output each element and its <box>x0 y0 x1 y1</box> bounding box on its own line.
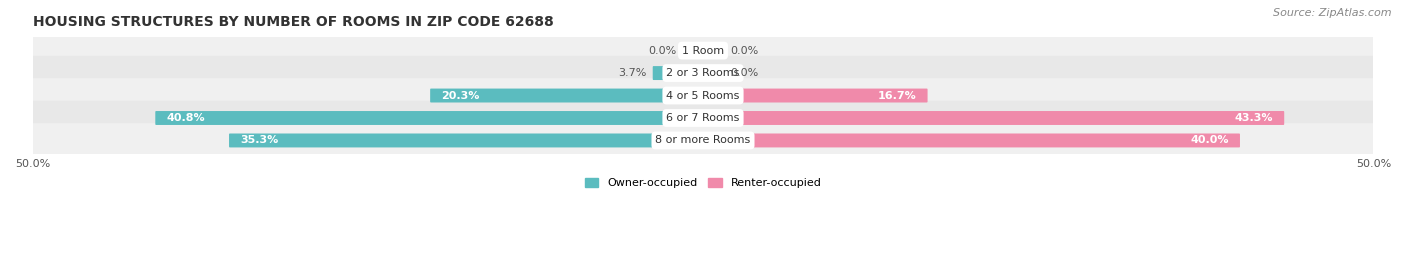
Text: 0.0%: 0.0% <box>730 68 758 78</box>
FancyBboxPatch shape <box>28 123 1378 158</box>
Text: 8 or more Rooms: 8 or more Rooms <box>655 136 751 146</box>
Text: 40.8%: 40.8% <box>167 113 205 123</box>
FancyBboxPatch shape <box>703 44 724 58</box>
Text: 35.3%: 35.3% <box>240 136 278 146</box>
FancyBboxPatch shape <box>652 66 703 80</box>
Text: 3.7%: 3.7% <box>619 68 647 78</box>
Text: 6 or 7 Rooms: 6 or 7 Rooms <box>666 113 740 123</box>
FancyBboxPatch shape <box>703 133 1240 147</box>
Text: 40.0%: 40.0% <box>1189 136 1229 146</box>
Text: 0.0%: 0.0% <box>730 45 758 56</box>
FancyBboxPatch shape <box>430 89 703 102</box>
FancyBboxPatch shape <box>155 111 703 125</box>
FancyBboxPatch shape <box>703 66 724 80</box>
FancyBboxPatch shape <box>28 33 1378 68</box>
Text: 2 or 3 Rooms: 2 or 3 Rooms <box>666 68 740 78</box>
Text: 0.0%: 0.0% <box>648 45 676 56</box>
FancyBboxPatch shape <box>229 133 703 147</box>
Text: 20.3%: 20.3% <box>441 91 479 101</box>
Legend: Owner-occupied, Renter-occupied: Owner-occupied, Renter-occupied <box>581 174 825 193</box>
Text: 43.3%: 43.3% <box>1234 113 1272 123</box>
Text: Source: ZipAtlas.com: Source: ZipAtlas.com <box>1274 8 1392 18</box>
FancyBboxPatch shape <box>28 78 1378 113</box>
FancyBboxPatch shape <box>28 56 1378 90</box>
Text: 4 or 5 Rooms: 4 or 5 Rooms <box>666 91 740 101</box>
Text: 16.7%: 16.7% <box>877 91 917 101</box>
FancyBboxPatch shape <box>703 111 1284 125</box>
FancyBboxPatch shape <box>682 44 703 58</box>
Text: HOUSING STRUCTURES BY NUMBER OF ROOMS IN ZIP CODE 62688: HOUSING STRUCTURES BY NUMBER OF ROOMS IN… <box>32 15 554 29</box>
FancyBboxPatch shape <box>703 89 928 102</box>
FancyBboxPatch shape <box>28 101 1378 135</box>
Text: 1 Room: 1 Room <box>682 45 724 56</box>
